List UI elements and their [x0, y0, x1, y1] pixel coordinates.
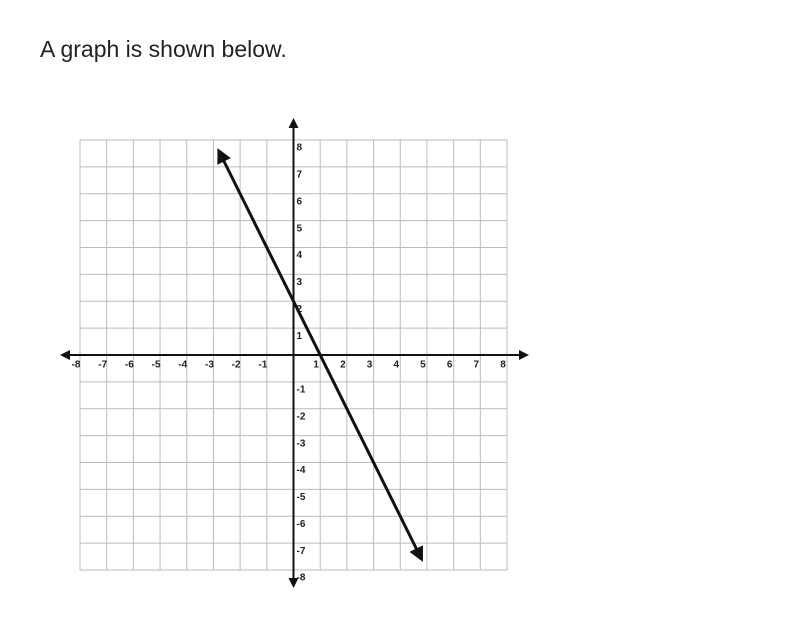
- x-tick-label: -4: [178, 360, 187, 371]
- x-tick-label: 6: [447, 360, 453, 371]
- x-tick-label: -2: [232, 360, 241, 371]
- y-tick-label: -1: [297, 385, 306, 396]
- x-tick-label: -6: [125, 360, 134, 371]
- data-line: [217, 148, 423, 562]
- x-tick-label: 3: [367, 360, 373, 371]
- x-tick-label: 4: [393, 360, 399, 371]
- x-tick-label: -8: [72, 360, 81, 371]
- x-tick-label: -7: [98, 360, 107, 371]
- question-text: A graph is shown below.: [40, 36, 287, 62]
- x-tick-label: 5: [420, 360, 426, 371]
- y-tick-label: 5: [297, 223, 303, 234]
- y-tick-label: 6: [297, 196, 303, 207]
- y-tick-label: -7: [297, 546, 306, 557]
- y-tick-label: 3: [297, 277, 303, 288]
- x-tick-label: -1: [258, 360, 267, 371]
- x-tick-label: 1: [313, 360, 319, 371]
- y-tick-label: -2: [297, 411, 306, 422]
- x-tick-label: -3: [205, 360, 214, 371]
- y-tick-label: 1: [297, 331, 303, 342]
- y-tick-label: -3: [297, 438, 306, 449]
- x-tick-label: -5: [152, 360, 161, 371]
- y-tick-label: 8: [297, 143, 303, 154]
- y-tick-label: -6: [297, 519, 306, 530]
- y-tick-label: 7: [297, 170, 303, 181]
- x-tick-label: 2: [340, 360, 346, 371]
- x-tick-label: 8: [500, 360, 506, 371]
- y-tick-label: -8: [297, 573, 306, 584]
- y-tick-label: -4: [297, 465, 306, 476]
- y-tick-label: 4: [297, 250, 303, 261]
- x-tick-label: 7: [474, 360, 480, 371]
- y-tick-label: -5: [297, 492, 306, 503]
